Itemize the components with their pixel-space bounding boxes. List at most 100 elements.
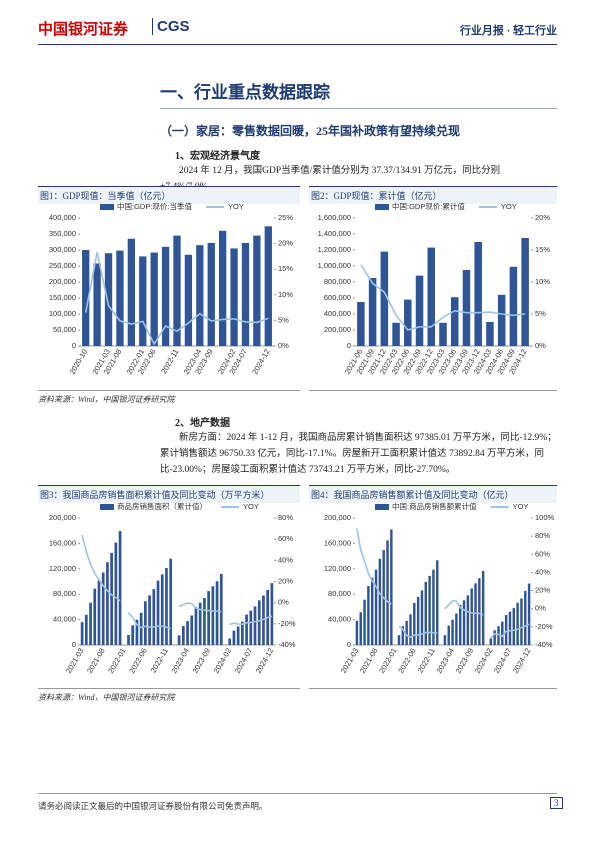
- x-tick-label: 2023-04: [169, 646, 191, 674]
- bar: [527, 583, 531, 645]
- legend-label: 商品房销售面积（累计值）: [117, 501, 207, 511]
- y2-tick-label: 15%: [278, 264, 293, 273]
- legend-swatch: [375, 504, 389, 510]
- bar: [368, 278, 377, 346]
- bar: [409, 614, 412, 645]
- bar: [232, 630, 236, 645]
- y-tick-label: 0: [347, 341, 351, 350]
- x-tick-label: 2024-02: [212, 646, 234, 674]
- bar: [508, 611, 512, 645]
- chart-title: 图2：GDP现值：累计值（亿元）: [309, 186, 557, 204]
- bar: [194, 607, 198, 645]
- y2-tick-label: 15%: [535, 245, 550, 254]
- bar: [427, 247, 436, 346]
- legend-label: YOY: [513, 502, 529, 511]
- bar: [420, 590, 424, 645]
- bar: [169, 558, 173, 645]
- line: [84, 252, 269, 346]
- x-tick-label: 2024-12: [511, 646, 533, 674]
- source-rule: [309, 390, 557, 404]
- bar: [521, 238, 529, 346]
- y2-tick-label: 20%: [278, 239, 293, 248]
- x-tick-label: 2022-01: [106, 646, 128, 674]
- bar: [207, 242, 215, 346]
- y2-tick-label: 5%: [535, 309, 546, 318]
- legend-label: 中国:商品房销售额累计值: [392, 501, 477, 511]
- bar: [215, 581, 219, 645]
- bar: [207, 591, 210, 645]
- bar: [359, 612, 362, 645]
- y2-tick-label: 60%: [278, 534, 293, 543]
- bar: [181, 625, 185, 645]
- source: 资料来源：Wind，中国银河证券研究院: [38, 390, 300, 405]
- bar: [245, 614, 248, 645]
- y2-tick-label: 25%: [278, 213, 293, 222]
- bar: [436, 560, 439, 645]
- y-tick-label: 100,000: [49, 309, 76, 318]
- bar: [104, 253, 113, 346]
- bar: [390, 529, 393, 645]
- y2-tick-label: 10%: [535, 277, 550, 286]
- bar: [516, 602, 519, 645]
- bar: [455, 613, 458, 645]
- bar: [512, 608, 516, 645]
- bar: [270, 583, 274, 645]
- y2-tick-label: 0%: [278, 341, 289, 350]
- bar: [198, 602, 202, 645]
- x-tick-label: 2022-11: [159, 347, 180, 375]
- x-tick-label: 2023-09: [191, 646, 213, 674]
- chart: 0 40,000 80,000 120,000 160,000 200,000 -40% -2…: [324, 501, 555, 675]
- y2-tick-label: 20%: [278, 576, 293, 585]
- bar: [374, 569, 378, 645]
- bar: [144, 601, 147, 645]
- bar: [378, 558, 382, 645]
- section-rule: [160, 108, 557, 109]
- source-rule: [309, 688, 557, 702]
- bar: [186, 621, 189, 645]
- y2-tick-label: -40%: [535, 640, 553, 649]
- bar: [447, 625, 450, 645]
- x-tick-label: 2024-12: [250, 347, 272, 375]
- y-tick-label: 80,000: [53, 589, 76, 598]
- bar: [196, 245, 204, 346]
- bar: [114, 542, 118, 645]
- bar: [397, 635, 401, 645]
- y-tick-label: 40,000: [53, 615, 76, 624]
- x-tick-label: 2022-06: [396, 646, 418, 674]
- y-tick-label: 400,000: [324, 309, 351, 318]
- logo-en: CGS: [152, 18, 190, 35]
- bar: [262, 595, 265, 645]
- x-tick-label: 2022-11: [149, 646, 170, 674]
- y2-tick-label: 40%: [278, 555, 293, 564]
- line: [360, 264, 526, 331]
- bar: [355, 620, 359, 645]
- bar: [101, 572, 105, 645]
- x-tick-label: 2020-10: [68, 347, 90, 375]
- bar: [184, 254, 193, 346]
- y2-tick-label: 10%: [278, 290, 293, 299]
- bar: [257, 600, 261, 645]
- bar: [462, 270, 471, 346]
- legend-swatch: [100, 204, 114, 210]
- y2-tick-label: 100%: [535, 513, 555, 522]
- bar: [241, 242, 250, 346]
- y-tick-label: 120,000: [324, 564, 351, 573]
- bar: [481, 570, 485, 645]
- section-subtitle: （一）家居：零售数据回暖，25年国补政策有望持续兑现: [160, 124, 461, 138]
- bar: [416, 596, 420, 645]
- y-tick-label: 200,000: [324, 325, 351, 334]
- bar: [148, 595, 151, 645]
- page-number: 3: [550, 797, 563, 809]
- bar: [404, 299, 412, 346]
- y-tick-label: 200,000: [324, 513, 351, 522]
- y-tick-label: 150,000: [49, 293, 76, 302]
- bar: [428, 575, 431, 645]
- y2-tick-label: 80%: [278, 513, 293, 522]
- chart: 0 50,000 100,000 150,000 200,000 250,000 300,0…: [49, 201, 293, 376]
- bar: [161, 246, 170, 346]
- y-tick-label: 0: [72, 640, 76, 649]
- y-tick-label: 0: [347, 640, 351, 649]
- y2-tick-label: 80%: [535, 531, 550, 540]
- y2-tick-label: 20%: [535, 213, 550, 222]
- bar: [241, 621, 244, 645]
